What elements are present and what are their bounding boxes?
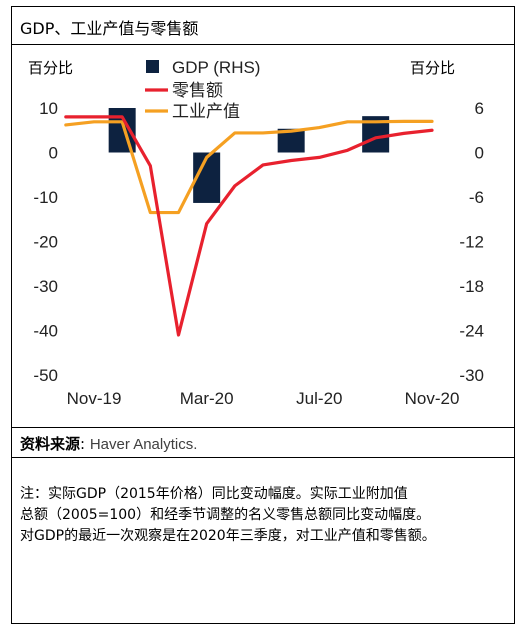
left-tick-label: -50 (33, 366, 58, 385)
retail-line (64, 115, 434, 337)
note-line-3: 对GDP的最近一次观察是在2020年三季度，对工业产值和零售额。 (20, 528, 436, 544)
legend-swatch-gdp (146, 60, 159, 73)
note-line-2: 总额（2005=100）和经季节调整的名义零售总额同比变动幅度。 (20, 507, 431, 523)
right-tick-label: 6 (475, 99, 484, 118)
exhibit-frame (11, 6, 515, 624)
right-tick-label: -18 (459, 277, 484, 296)
left-tick-label: -30 (33, 277, 58, 296)
left-tick-label: 0 (49, 144, 58, 163)
right-tick-label: -6 (469, 188, 484, 207)
industry-line (64, 119, 434, 215)
legend-label: 工业产值 (172, 102, 240, 122)
left-tick-label: -10 (33, 188, 58, 207)
right-tick-label: -12 (459, 233, 484, 252)
left-tick-label: -40 (33, 322, 58, 341)
note-line-1: 注：实际GDP（2015年价格）同比变动幅度。实际工业附加值 (20, 486, 408, 502)
source-line: 资料来源: Haver Analytics. (20, 433, 197, 454)
right-tick-label: -30 (459, 366, 484, 385)
right-tick-label: -24 (459, 322, 484, 341)
x-tick-label: Nov-19 (67, 389, 122, 408)
left-tick-label: -20 (33, 233, 58, 252)
x-tick-label: Nov-20 (405, 389, 460, 408)
right-tick-label: 0 (475, 144, 484, 163)
legend-label: 零售额 (172, 81, 223, 101)
legend-label: GDP (RHS) (172, 58, 260, 77)
left-tick-label: 10 (39, 99, 58, 118)
source-divider (11, 457, 515, 458)
source-colon: : (80, 435, 90, 453)
chart-title: GDP、工业产值与零售额 (20, 19, 199, 38)
x-tick-label: Mar-20 (180, 389, 234, 408)
left-axis-unit: 百分比 (28, 59, 73, 77)
chart-divider (11, 427, 515, 428)
chart-area: 10 0 -10 -20 -30 -40 -50 6 0 -6 -12 -18 -24 -30 Nov-19… (28, 58, 484, 408)
chart-note: 注：实际GDP（2015年价格）同比变动幅度。实际工业附加值 总额（2005=1… (20, 484, 508, 547)
gdp-bar (277, 128, 305, 153)
title-divider (11, 44, 515, 45)
right-axis-unit: 百分比 (410, 59, 455, 77)
x-tick-label: Jul-20 (296, 389, 342, 408)
source-value: Haver Analytics. (89, 436, 198, 453)
source-label: 资料来源 (20, 435, 81, 453)
